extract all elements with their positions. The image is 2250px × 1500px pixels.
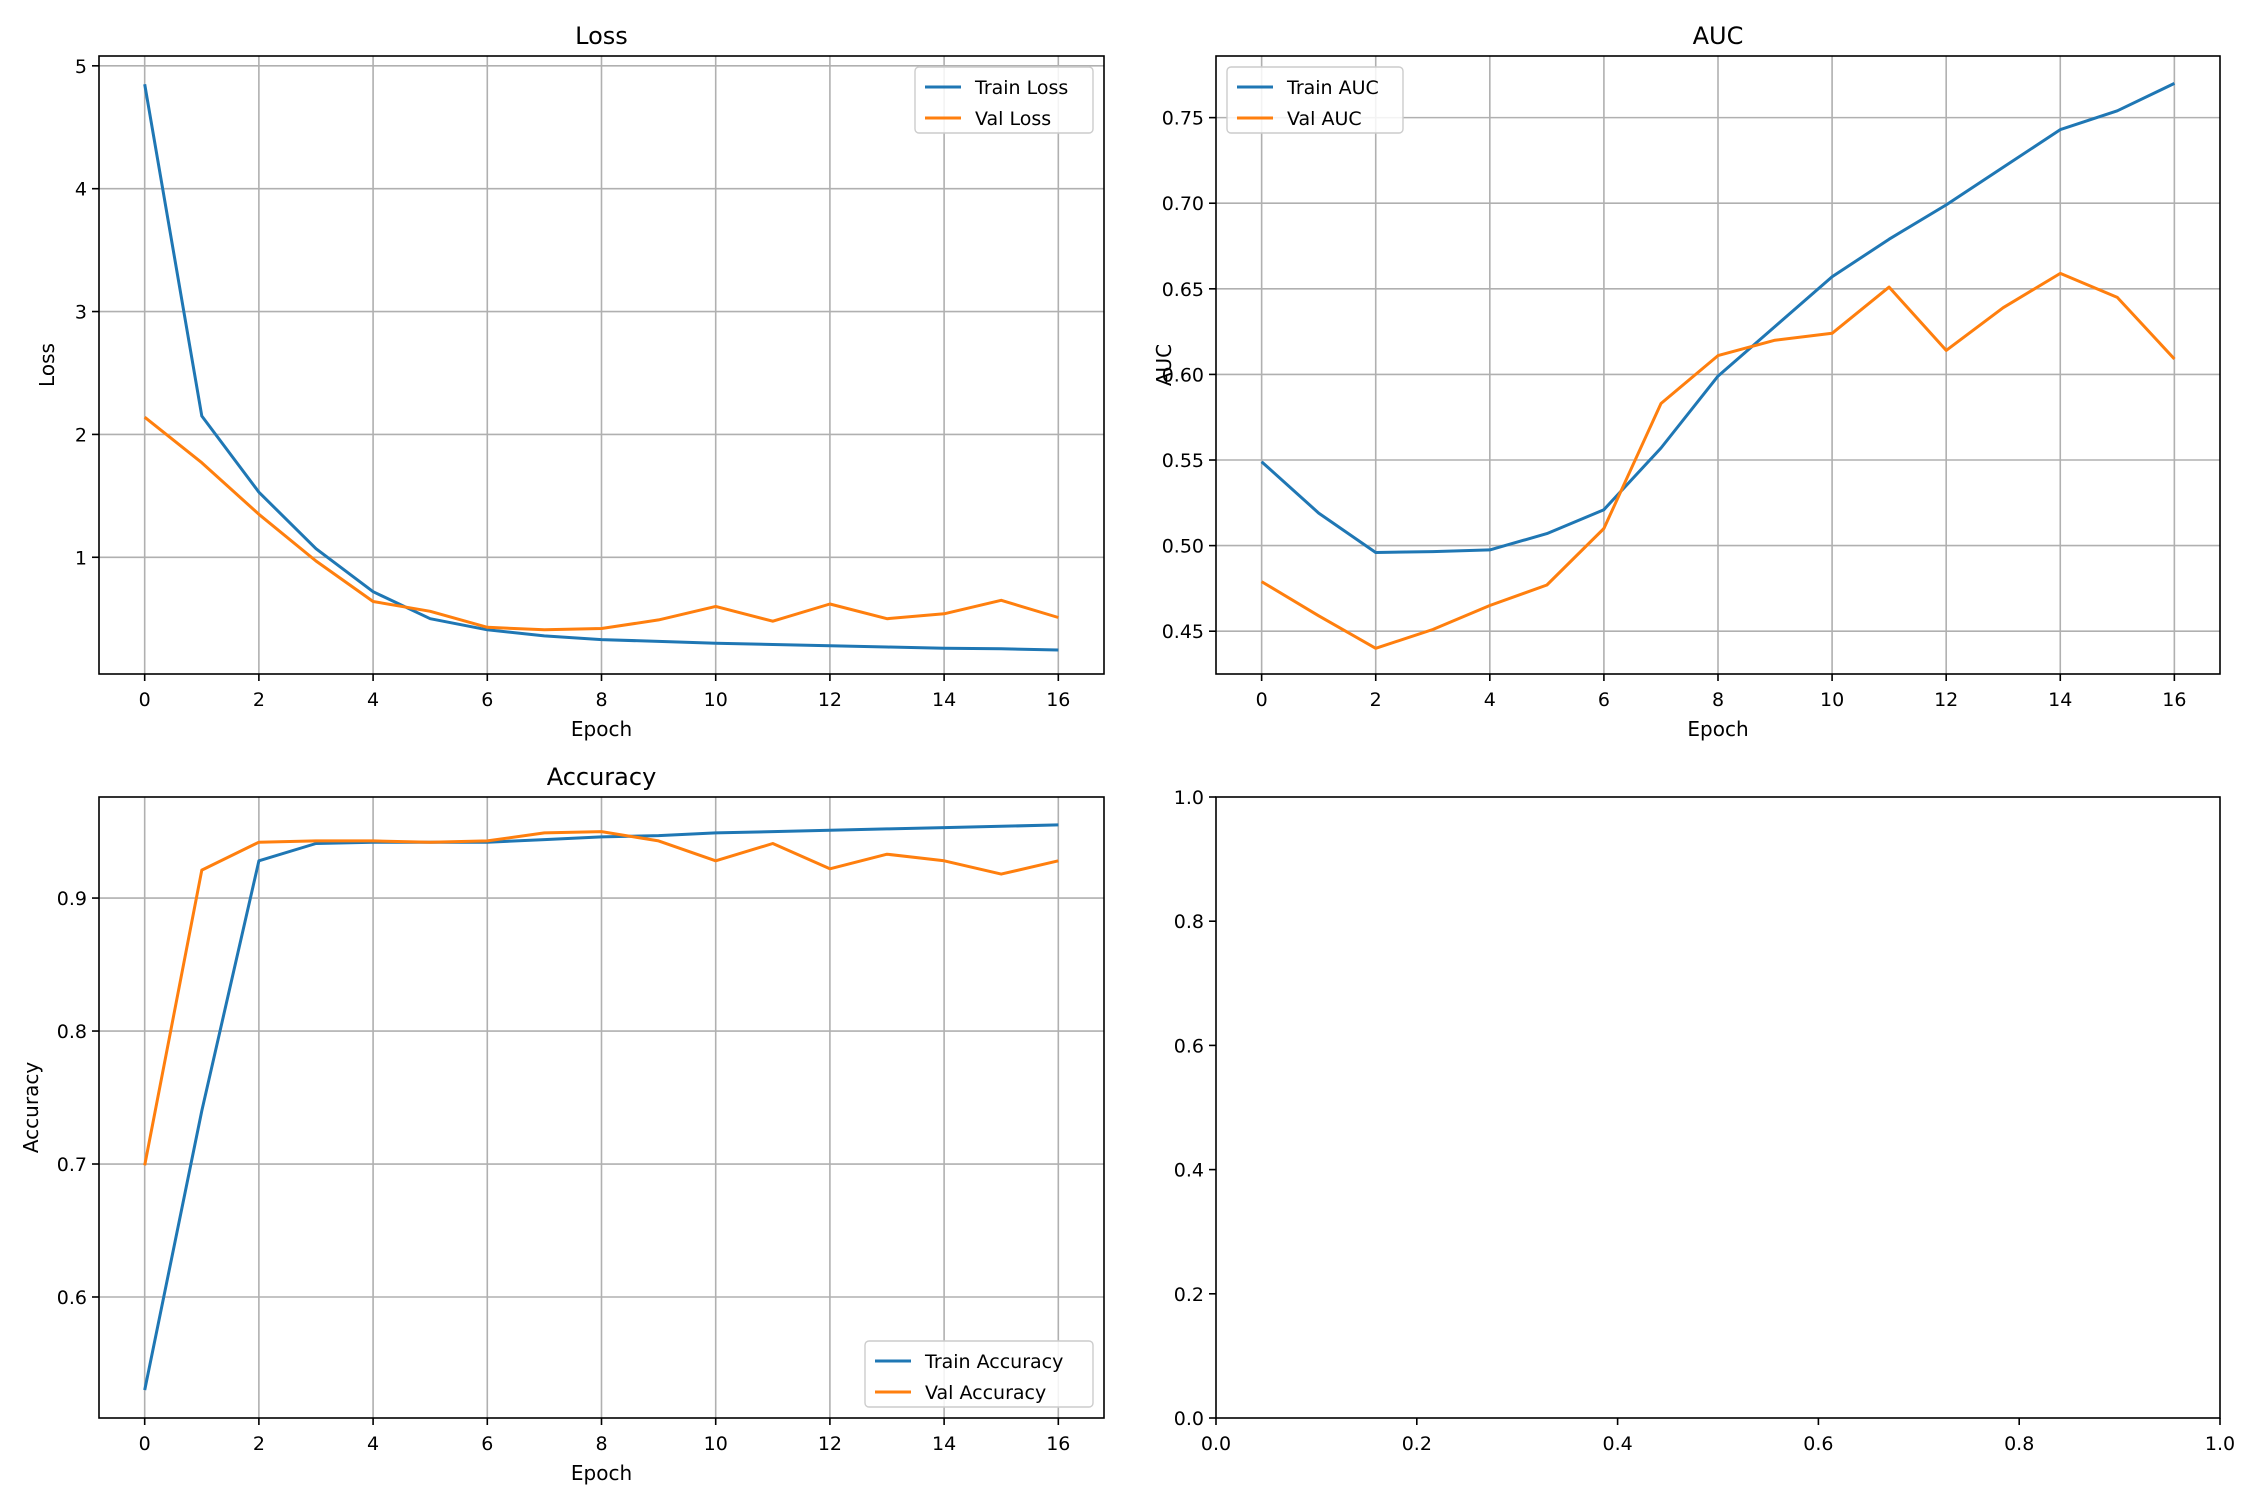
loss-y-tick-label: 1 (75, 547, 87, 569)
empty-y-tick-label: 0.2 (1174, 1284, 1204, 1306)
loss-x-tick-label: 2 (253, 689, 265, 711)
accuracy-x-tick-label: 6 (481, 1433, 493, 1455)
loss-y-tick-label: 2 (75, 424, 87, 446)
auc-y-tick-label: 0.75 (1162, 108, 1204, 130)
accuracy-x-axis-label: Epoch (571, 1461, 632, 1485)
empty-y-tick-label: 0.0 (1174, 1408, 1204, 1430)
accuracy-x-tick-label: 8 (595, 1433, 607, 1455)
accuracy-y-axis-label: Accuracy (19, 1062, 43, 1153)
auc-y-tick-label: 0.60 (1162, 364, 1204, 386)
loss-series-val-line (143, 416, 1059, 632)
accuracy-y-tick-label: 0.7 (57, 1154, 87, 1176)
accuracy-legend-train-label: Train Accuracy (924, 1351, 1063, 1373)
accuracy-x-tick-label: 0 (139, 1433, 151, 1455)
loss-x-tick-label: 8 (595, 689, 607, 711)
auc-y-tick-label: 0.45 (1162, 621, 1204, 643)
auc-y-tick-label: 0.50 (1162, 536, 1204, 558)
auc-legend: Train AUC Val AUC (1226, 66, 1404, 134)
accuracy-y-tick-label: 0.9 (57, 888, 87, 910)
loss-y-tick-label: 3 (75, 302, 87, 324)
auc-series-val-line (1260, 271, 2176, 650)
loss-x-tick-label: 4 (367, 689, 379, 711)
auc-y-tick-label: 0.65 (1162, 279, 1204, 301)
auc-x-tick-label: 6 (1598, 689, 1610, 711)
loss-x-tick-label: 0 (139, 689, 151, 711)
empty-axes-frame (1215, 796, 2221, 1419)
empty-y-tick-label: 0.4 (1174, 1160, 1204, 1182)
accuracy-legend-val-label: Val Accuracy (925, 1382, 1046, 1404)
auc-x-tick-label: 14 (2048, 689, 2072, 711)
empty-panel: 0.0 0.2 0.4 0.6 0.8 1.0 0.0 0.2 0.4 0.6 0.8 1.0 (1174, 787, 2235, 1455)
accuracy-x-tick-label: 14 (932, 1433, 956, 1455)
loss-series-train-line (143, 84, 1059, 652)
auc-y-tick-label: 0.55 (1162, 450, 1204, 472)
loss-x-tick-label: 16 (1046, 689, 1070, 711)
auc-y-axis-label: AUC (1152, 344, 1176, 386)
auc-x-tick-label: 10 (1820, 689, 1844, 711)
auc-series-train-line (1260, 82, 2176, 554)
auc-legend-val-label: Val AUC (1287, 108, 1362, 130)
loss-y-tick-label: 4 (75, 179, 87, 201)
accuracy-y-tick-label: 0.6 (57, 1287, 87, 1309)
empty-x-tick-label: 0.6 (1803, 1433, 1833, 1455)
accuracy-x-tick-label: 10 (704, 1433, 728, 1455)
loss-legend-train-label: Train Loss (974, 77, 1068, 99)
accuracy-series-val-line (143, 830, 1059, 1166)
empty-x-tick-label: 0.8 (2004, 1433, 2034, 1455)
accuracy-y-tick-label: 0.8 (57, 1021, 87, 1043)
empty-x-tick-label: 0.4 (1602, 1433, 1632, 1455)
auc-y-tick-label: 0.70 (1162, 193, 1204, 215)
auc-x-tick-label: 8 (1712, 689, 1724, 711)
empty-y-tick-label: 0.6 (1174, 1035, 1204, 1057)
loss-x-axis-label: Epoch (571, 717, 632, 741)
loss-legend: Train Loss Val Loss (914, 66, 1094, 134)
accuracy-x-tick-label: 16 (1046, 1433, 1070, 1455)
loss-x-tick-label: 12 (818, 689, 842, 711)
auc-x-tick-label: 16 (2162, 689, 2186, 711)
auc-x-tick-label: 4 (1484, 689, 1496, 711)
loss-title: Loss (575, 22, 628, 50)
empty-y-tick-label: 0.8 (1174, 911, 1204, 933)
accuracy-title: Accuracy (547, 763, 657, 791)
loss-y-tick-label: 5 (75, 56, 87, 78)
loss-x-tick-label: 6 (481, 689, 493, 711)
empty-x-tick-label: 1.0 (2205, 1433, 2235, 1455)
empty-y-tick-label: 1.0 (1174, 787, 1204, 809)
auc-x-axis-label: Epoch (1687, 717, 1748, 741)
accuracy-x-tick-label: 2 (253, 1433, 265, 1455)
loss-legend-val-label: Val Loss (975, 108, 1051, 130)
auc-legend-train-label: Train AUC (1286, 77, 1379, 99)
auc-panel: 0 2 4 6 8 10 12 14 16 0.45 0.50 0.55 0.60 0.65 0.70 0.7… (1152, 22, 2221, 741)
accuracy-legend-box (864, 1340, 1094, 1408)
auc-x-tick-label: 0 (1256, 689, 1268, 711)
accuracy-series-train-line (143, 823, 1059, 1391)
accuracy-x-tick-label: 4 (367, 1433, 379, 1455)
loss-x-tick-label: 10 (704, 689, 728, 711)
empty-x-tick-label: 0.0 (1201, 1433, 1231, 1455)
auc-x-tick-label: 12 (1934, 689, 1958, 711)
loss-y-axis-label: Loss (35, 343, 59, 387)
loss-x-tick-label: 14 (932, 689, 956, 711)
auc-title: AUC (1693, 22, 1744, 50)
empty-x-tick-label: 0.2 (1402, 1433, 1432, 1455)
auc-x-tick-label: 2 (1370, 689, 1382, 711)
accuracy-x-tick-label: 12 (818, 1433, 842, 1455)
accuracy-legend: Train Accuracy Val Accuracy (864, 1340, 1094, 1408)
accuracy-panel: 0 2 4 6 8 10 12 14 16 0.6 0.7 0.8 0.9 Accuracy Epoch… (19, 763, 1105, 1485)
